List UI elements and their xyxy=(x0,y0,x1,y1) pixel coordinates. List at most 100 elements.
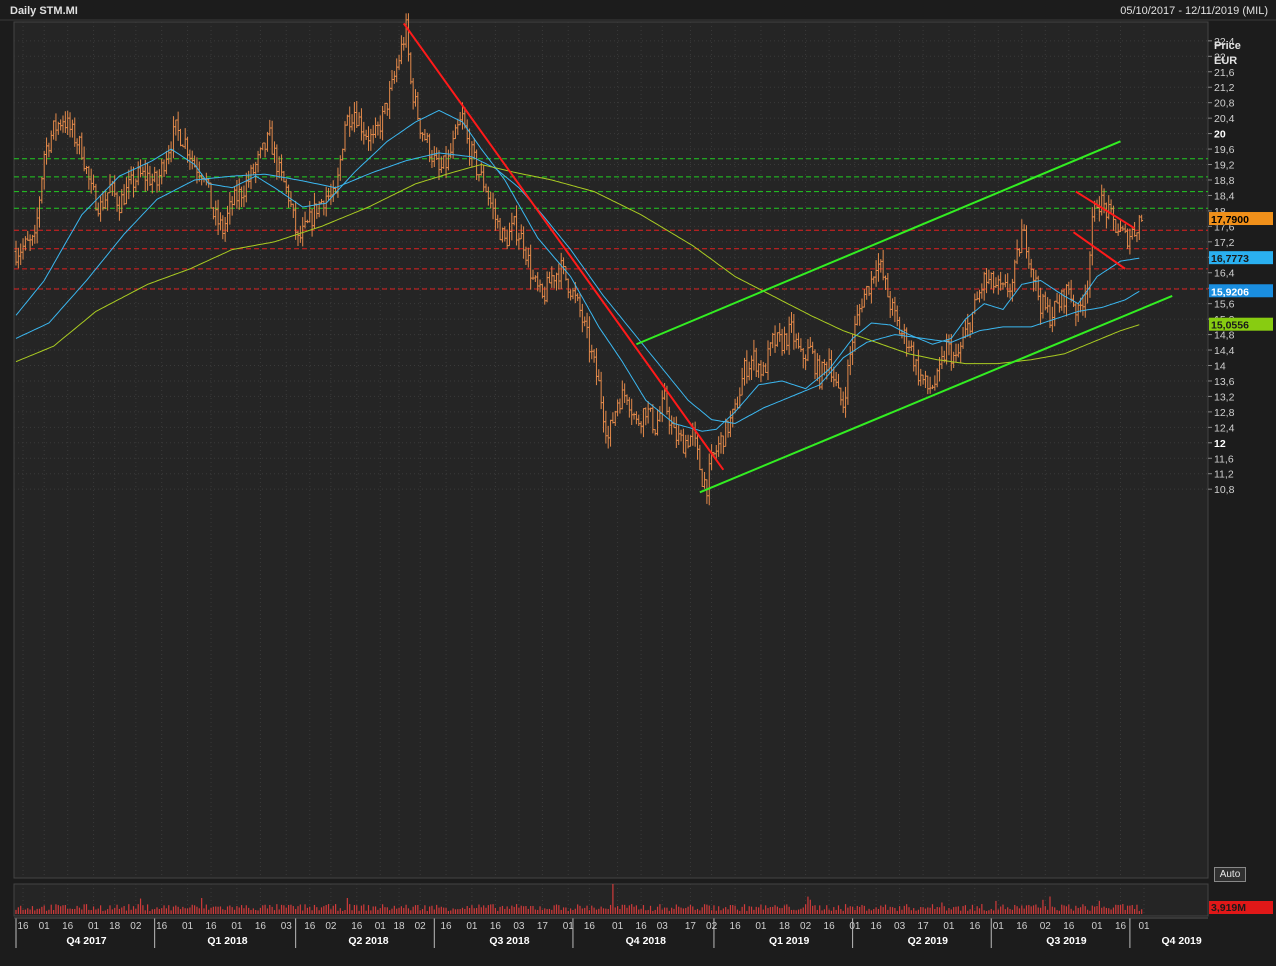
price-axis-label: Price xyxy=(1214,40,1241,52)
quarter-label: Q2 2018 xyxy=(348,935,388,947)
x-tick-label: 16 xyxy=(1063,921,1075,932)
y-tick-label: 18 xyxy=(1214,206,1226,218)
y-tick-label: 15,6 xyxy=(1214,299,1235,311)
quarter-label: Q3 2019 xyxy=(1046,935,1086,947)
y-tick-label: 18,8 xyxy=(1214,175,1235,187)
y-tick-label: 21,2 xyxy=(1214,82,1235,94)
y-tick-label: 20,8 xyxy=(1214,98,1235,110)
x-tick-label: 03 xyxy=(281,921,293,932)
quarter-label: Q3 2018 xyxy=(489,935,529,947)
y-tick-label: 10,8 xyxy=(1214,484,1235,496)
price-bar xyxy=(1140,214,1144,222)
y-tick-label: 22,4 xyxy=(1214,36,1235,48)
last-price-badge: 17,7900 xyxy=(1211,214,1249,226)
x-tick-label: 01 xyxy=(1091,921,1103,932)
chart-title: Daily STM.MI xyxy=(10,5,78,17)
quarter-label: Q4 2018 xyxy=(626,935,666,947)
trendline xyxy=(1072,231,1126,270)
y-tick-label: 12 xyxy=(1214,438,1226,450)
x-tick-label: 16 xyxy=(17,921,29,932)
y-tick-label: 12,4 xyxy=(1214,422,1235,434)
x-tick-label: 16 xyxy=(1115,921,1127,932)
x-tick-label: 16 xyxy=(871,921,883,932)
trendline xyxy=(699,295,1173,494)
y-tick-label: 20,4 xyxy=(1214,113,1235,125)
ma-value-badge-bg xyxy=(1209,251,1273,265)
moving-average-line xyxy=(15,109,1140,432)
y-tick-label: 11,2 xyxy=(1214,469,1234,481)
y-tick-label: 14,8 xyxy=(1214,330,1235,342)
x-tick-label: 01 xyxy=(88,921,100,932)
ma-value-badge: 15,9206 xyxy=(1211,286,1249,298)
quarter-label: Q4 2019 xyxy=(1161,935,1201,947)
x-tick-label: 01 xyxy=(39,921,51,932)
x-tick-label: 18 xyxy=(109,921,121,932)
x-tick-label: 17 xyxy=(685,921,697,932)
x-tick-label: 03 xyxy=(513,921,525,932)
y-tick-label: 20 xyxy=(1214,129,1226,141)
quarter-label: Q1 2019 xyxy=(769,935,809,947)
x-tick-label: 01 xyxy=(375,921,387,932)
y-tick-label: 12,8 xyxy=(1214,407,1235,419)
y-tick-label: 16,4 xyxy=(1214,268,1235,280)
last-price-badge-bg xyxy=(1209,212,1273,226)
y-tick-label: 21,6 xyxy=(1214,67,1235,79)
x-tick-label: 03 xyxy=(657,921,669,932)
x-tick-label: 16 xyxy=(62,921,74,932)
x-tick-label: 16 xyxy=(351,921,363,932)
price-bars xyxy=(14,13,1144,506)
y-tick-label: 13,6 xyxy=(1214,376,1235,388)
x-tick-label: 16 xyxy=(969,921,981,932)
quarter-label: Q4 2017 xyxy=(66,935,106,947)
x-tick-label: 02 xyxy=(1040,921,1052,932)
y-tick-label: 19,6 xyxy=(1214,144,1235,156)
currency-label: EUR xyxy=(1214,55,1238,67)
x-tick-label: 16 xyxy=(205,921,217,932)
x-tick-label: 17 xyxy=(918,921,930,932)
quarter-label: Q2 2019 xyxy=(908,935,948,947)
moving-average-line xyxy=(15,152,1140,425)
y-tick-label: 13,2 xyxy=(1214,391,1235,403)
x-tick-label: 01 xyxy=(993,921,1005,932)
volume-badge-bg xyxy=(1209,901,1273,914)
auto-scale-button[interactable]: Auto xyxy=(1214,867,1246,882)
x-tick-label: 01 xyxy=(943,921,955,932)
plot-area xyxy=(13,21,1209,879)
x-tick-label: 01 xyxy=(231,921,243,932)
x-tick-label: 16 xyxy=(156,921,168,932)
y-tick-label: 19,2 xyxy=(1214,160,1235,172)
x-tick-label: 01 xyxy=(466,921,478,932)
y-tick-label: 11,6 xyxy=(1214,453,1234,465)
ma-value-badge: 16,7773 xyxy=(1211,253,1249,265)
x-tick-label: 01 xyxy=(182,921,194,932)
trendline xyxy=(402,22,725,471)
x-tick-label: 02 xyxy=(800,921,812,932)
y-tick-label: 14 xyxy=(1214,361,1226,373)
x-tick-label: 01 xyxy=(612,921,624,932)
x-tick-label: 02 xyxy=(130,921,142,932)
x-tick-label: 01 xyxy=(563,921,575,932)
moving-average-line xyxy=(15,163,1140,365)
x-tick-label: 01 xyxy=(1138,921,1150,932)
volume-bars xyxy=(15,884,1143,914)
x-tick-label: 16 xyxy=(440,921,452,932)
x-tick-label: 16 xyxy=(490,921,502,932)
ma-value-badge-bg xyxy=(1209,284,1273,298)
x-tick-label: 16 xyxy=(636,921,648,932)
x-tick-label: 16 xyxy=(255,921,267,932)
x-tick-label: 18 xyxy=(779,921,791,932)
trendline xyxy=(636,140,1121,346)
ma-value-badge: 15,0556 xyxy=(1211,320,1249,332)
x-tick-label: 16 xyxy=(824,921,836,932)
x-tick-label: 16 xyxy=(584,921,596,932)
date-range: 05/10/2017 - 12/11/2019 (MIL) xyxy=(1120,5,1268,17)
x-tick-label: 17 xyxy=(537,921,549,932)
x-tick-label: 02 xyxy=(325,921,337,932)
x-tick-label: 01 xyxy=(849,921,861,932)
trendline xyxy=(1075,190,1136,230)
x-tick-label: 16 xyxy=(1016,921,1028,932)
y-tick-label: 17,2 xyxy=(1214,237,1235,249)
y-tick-label: 14,4 xyxy=(1214,345,1235,357)
y-tick-label: 22 xyxy=(1214,51,1226,63)
